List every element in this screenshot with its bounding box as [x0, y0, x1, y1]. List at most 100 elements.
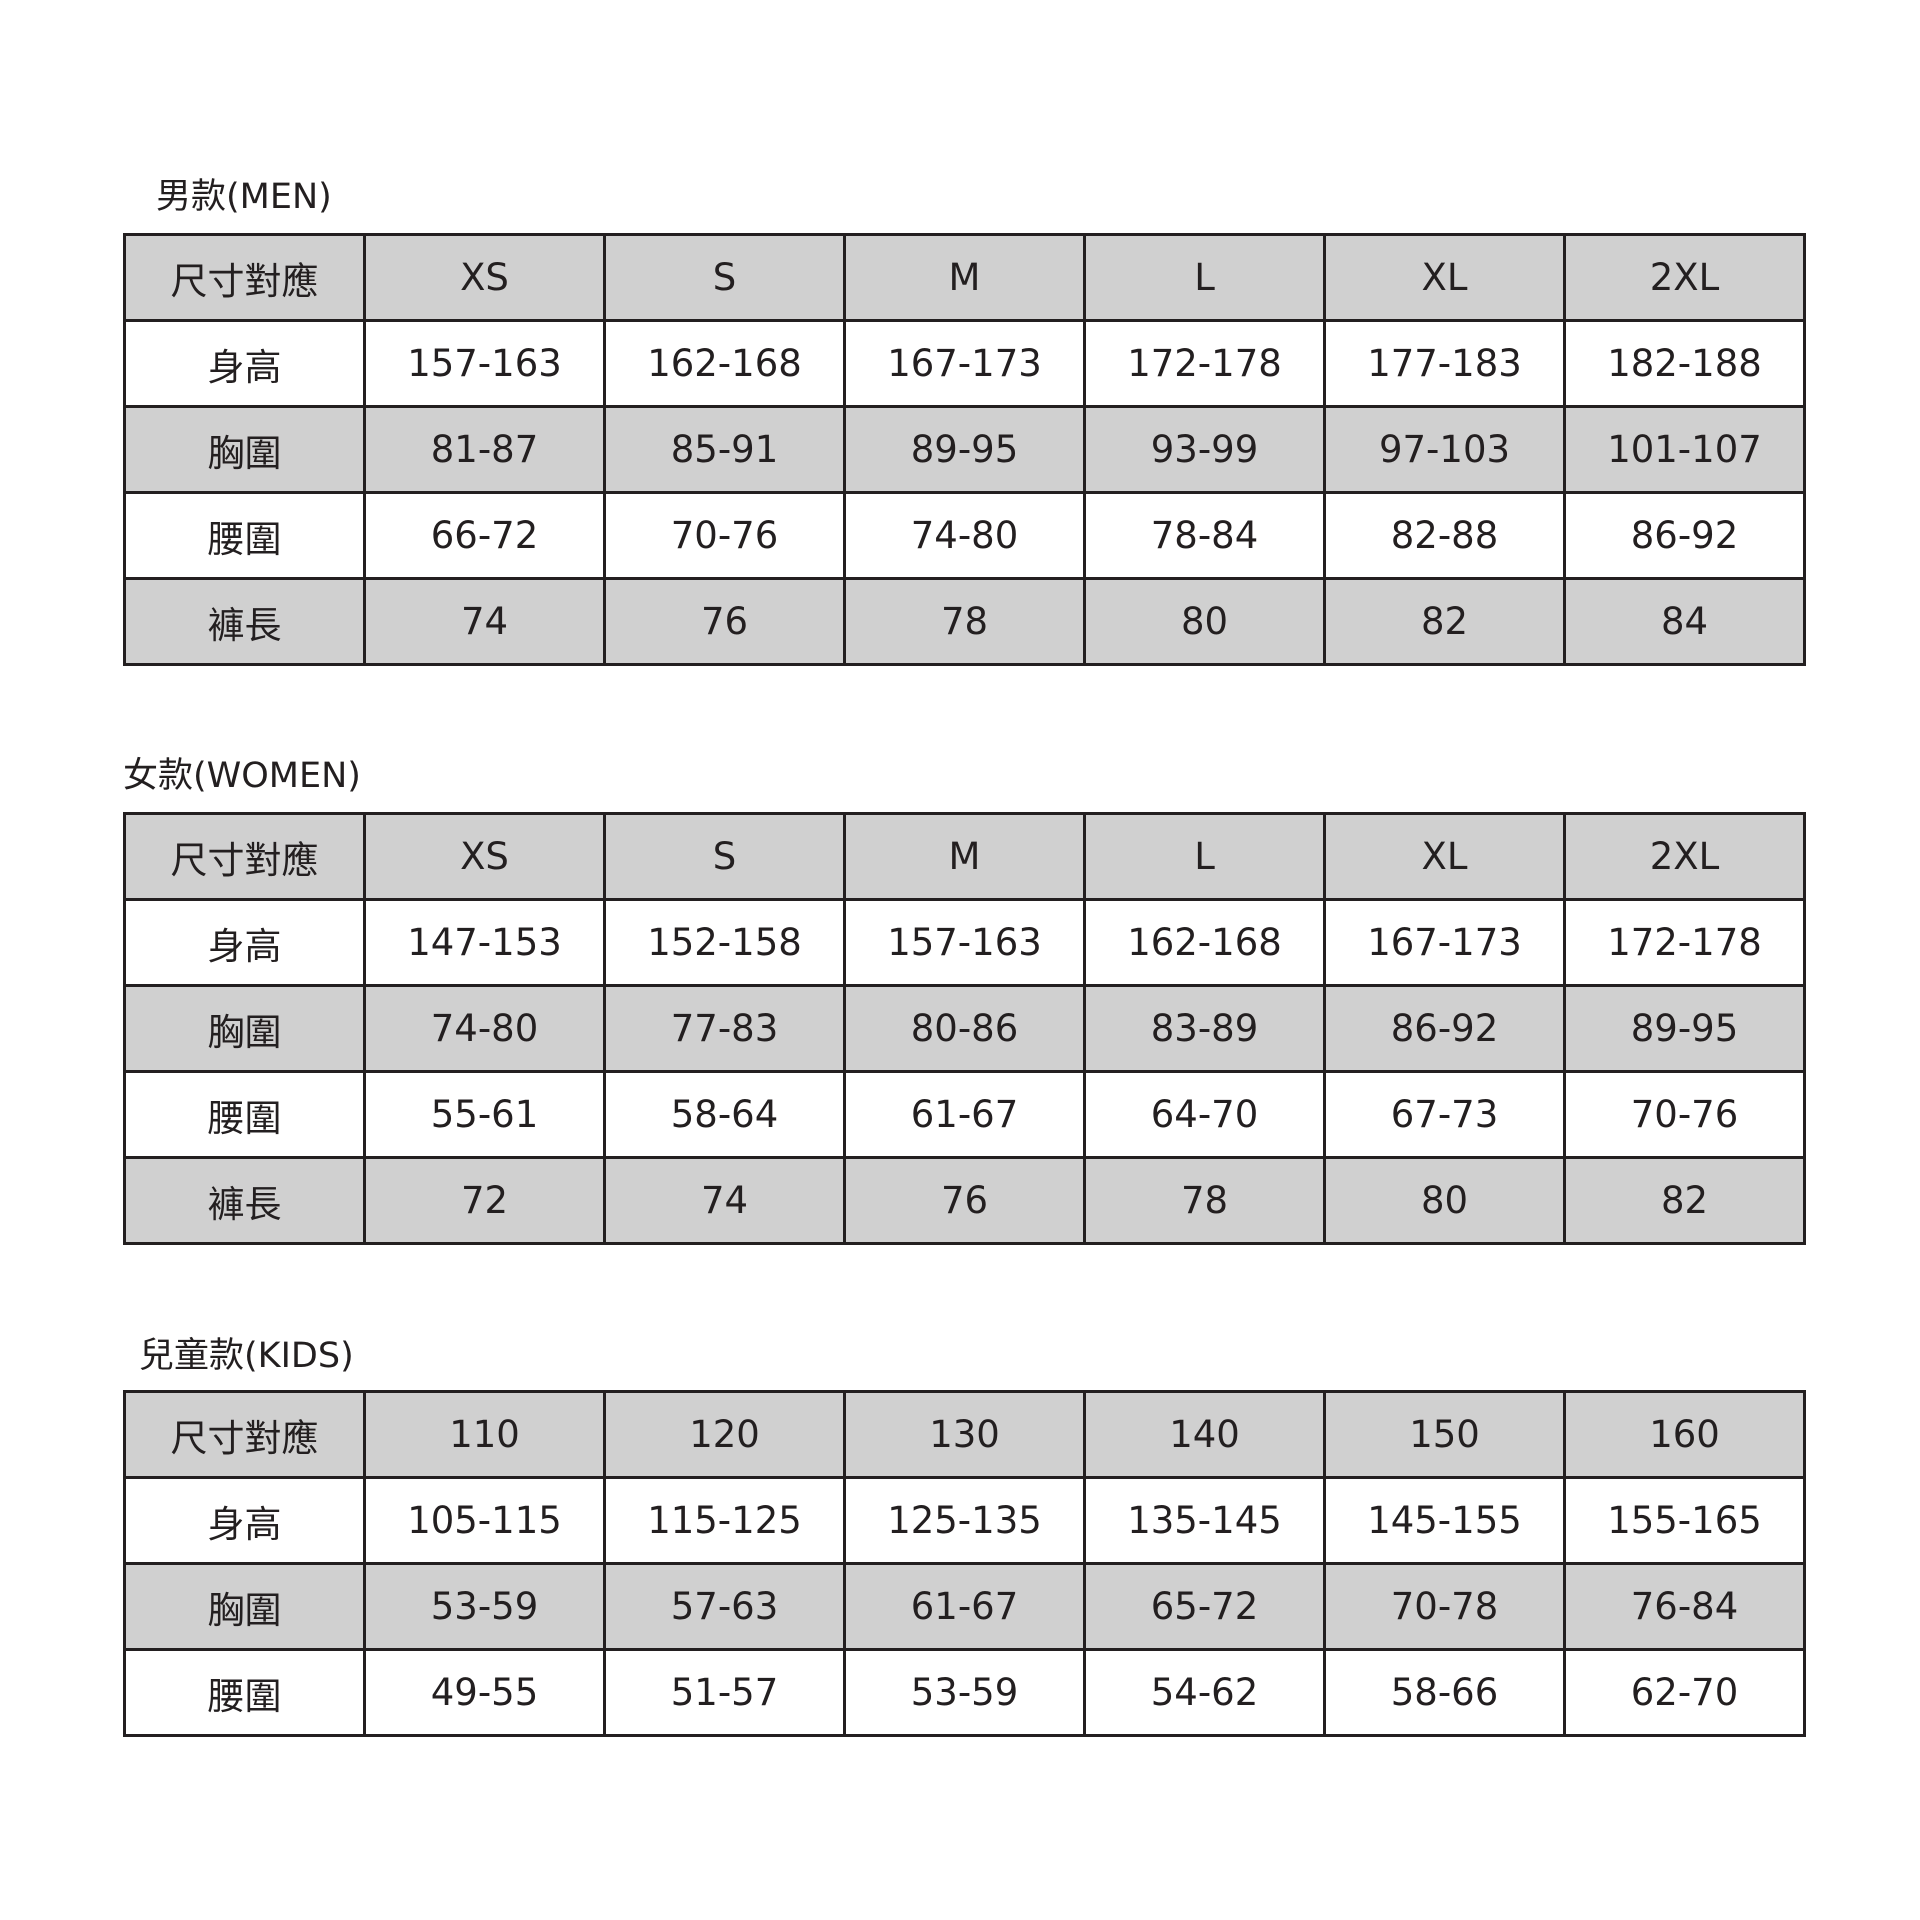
table-cell: 86-92 [1323, 984, 1566, 1073]
kids-size-table: 尺寸對應 110 120 130 140 150 160 身高 105-115 115-125 12… [123, 1390, 1806, 1737]
table-cell: 83-89 [1083, 984, 1326, 1073]
table-cell: 86-92 [1563, 491, 1806, 580]
table-cell: 80-86 [843, 984, 1086, 1073]
table-cell: XL [1323, 233, 1566, 322]
table-cell: 57-63 [603, 1562, 846, 1651]
table-cell: 115-125 [603, 1476, 846, 1565]
table-row: 身高 105-115 115-125 125-135 135-145 145-155 155… [123, 1476, 1806, 1565]
table-cell: M [843, 812, 1086, 901]
table-cell: 89-95 [1563, 984, 1806, 1073]
table-cell: 157-163 [363, 319, 606, 408]
table-cell: 172-178 [1563, 898, 1806, 987]
table-cell: XS [363, 233, 606, 322]
table-cell: 85-91 [603, 405, 846, 494]
table-cell: 77-83 [603, 984, 846, 1073]
table-cell: 2XL [1563, 233, 1806, 322]
row-label-cell: 胸圍 [123, 1562, 366, 1651]
table-cell: 70-76 [1563, 1070, 1806, 1159]
table-cell: 70-78 [1323, 1562, 1566, 1651]
table-row: 腰圍 49-55 51-57 53-59 54-62 58-66 62-70 [123, 1648, 1806, 1737]
table-cell: 84 [1563, 577, 1806, 666]
table-cell: 130 [843, 1390, 1086, 1479]
table-row: 身高 147-153 152-158 157-163 162-168 167-173 172… [123, 898, 1806, 987]
table-cell: 76 [843, 1156, 1086, 1245]
table-cell: 167-173 [1323, 898, 1566, 987]
row-label-cell: 腰圍 [123, 1648, 366, 1737]
men-size-table: 尺寸對應 XS S M L XL 2XL 身高 157-163 162-168 167-173 172… [123, 233, 1806, 666]
table-cell: 152-158 [603, 898, 846, 987]
table-row: 身高 157-163 162-168 167-173 172-178 177-183 182… [123, 319, 1806, 408]
table-row: 胸圍 81-87 85-91 89-95 93-99 97-103 101-107 [123, 405, 1806, 494]
table-cell: 105-115 [363, 1476, 606, 1565]
row-label-cell: 褲長 [123, 1156, 366, 1245]
table-header-row: 尺寸對應 XS S M L XL 2XL [123, 233, 1806, 322]
table-row: 胸圍 53-59 57-63 61-67 65-72 70-78 76-84 [123, 1562, 1806, 1651]
table-cell: 162-168 [1083, 898, 1326, 987]
table-cell: 51-57 [603, 1648, 846, 1737]
table-cell: 150 [1323, 1390, 1566, 1479]
table-cell: 125-135 [843, 1476, 1086, 1565]
table-cell: 162-168 [603, 319, 846, 408]
table-cell: 82 [1563, 1156, 1806, 1245]
table-cell: L [1083, 812, 1326, 901]
women-size-table: 尺寸對應 XS S M L XL 2XL 身高 147-153 152-158 157-163 162… [123, 812, 1806, 1245]
table-cell: 167-173 [843, 319, 1086, 408]
row-label-cell: 身高 [123, 319, 366, 408]
table-row: 腰圍 55-61 58-64 61-67 64-70 67-73 70-76 [123, 1070, 1806, 1159]
table-cell: 54-62 [1083, 1648, 1326, 1737]
table-cell: 160 [1563, 1390, 1806, 1479]
table-cell: 120 [603, 1390, 846, 1479]
table-cell: 61-67 [843, 1562, 1086, 1651]
kids-section-title: 兒童款(KIDS) [139, 1336, 354, 1376]
table-cell: 82-88 [1323, 491, 1566, 580]
table-cell: 145-155 [1323, 1476, 1566, 1565]
table-cell: 80 [1323, 1156, 1566, 1245]
table-cell: 140 [1083, 1390, 1326, 1479]
row-label-cell: 尺寸對應 [123, 233, 366, 322]
table-cell: 78-84 [1083, 491, 1326, 580]
table-cell: 58-64 [603, 1070, 846, 1159]
row-label-cell: 胸圍 [123, 984, 366, 1073]
table-cell: 81-87 [363, 405, 606, 494]
table-header-row: 尺寸對應 XS S M L XL 2XL [123, 812, 1806, 901]
table-cell: 147-153 [363, 898, 606, 987]
table-cell: 53-59 [363, 1562, 606, 1651]
table-cell: L [1083, 233, 1326, 322]
table-cell: 155-165 [1563, 1476, 1806, 1565]
table-cell: 74-80 [363, 984, 606, 1073]
table-row: 褲長 74 76 78 80 82 84 [123, 577, 1806, 666]
row-label-cell: 腰圍 [123, 491, 366, 580]
table-cell: 93-99 [1083, 405, 1326, 494]
table-cell: 182-188 [1563, 319, 1806, 408]
table-cell: 74 [603, 1156, 846, 1245]
table-cell: XS [363, 812, 606, 901]
table-cell: 135-145 [1083, 1476, 1326, 1565]
table-row: 褲長 72 74 76 78 80 82 [123, 1156, 1806, 1245]
row-label-cell: 尺寸對應 [123, 1390, 366, 1479]
table-cell: 67-73 [1323, 1070, 1566, 1159]
row-label-cell: 身高 [123, 1476, 366, 1565]
table-cell: 70-76 [603, 491, 846, 580]
table-cell: 49-55 [363, 1648, 606, 1737]
table-row: 胸圍 74-80 77-83 80-86 83-89 86-92 89-95 [123, 984, 1806, 1073]
table-row: 腰圍 66-72 70-76 74-80 78-84 82-88 86-92 [123, 491, 1806, 580]
table-cell: 55-61 [363, 1070, 606, 1159]
row-label-cell: 胸圍 [123, 405, 366, 494]
table-cell: 53-59 [843, 1648, 1086, 1737]
table-cell: 74-80 [843, 491, 1086, 580]
table-cell: 2XL [1563, 812, 1806, 901]
row-label-cell: 腰圍 [123, 1070, 366, 1159]
table-cell: 78 [1083, 1156, 1326, 1245]
table-cell: 82 [1323, 577, 1566, 666]
table-cell: 97-103 [1323, 405, 1566, 494]
women-section-title: 女款(WOMEN) [123, 756, 361, 796]
row-label-cell: 尺寸對應 [123, 812, 366, 901]
table-cell: 78 [843, 577, 1086, 666]
table-cell: S [603, 812, 846, 901]
table-cell: 66-72 [363, 491, 606, 580]
table-cell: 61-67 [843, 1070, 1086, 1159]
table-cell: 101-107 [1563, 405, 1806, 494]
row-label-cell: 褲長 [123, 577, 366, 666]
table-cell: 177-183 [1323, 319, 1566, 408]
table-cell: 157-163 [843, 898, 1086, 987]
